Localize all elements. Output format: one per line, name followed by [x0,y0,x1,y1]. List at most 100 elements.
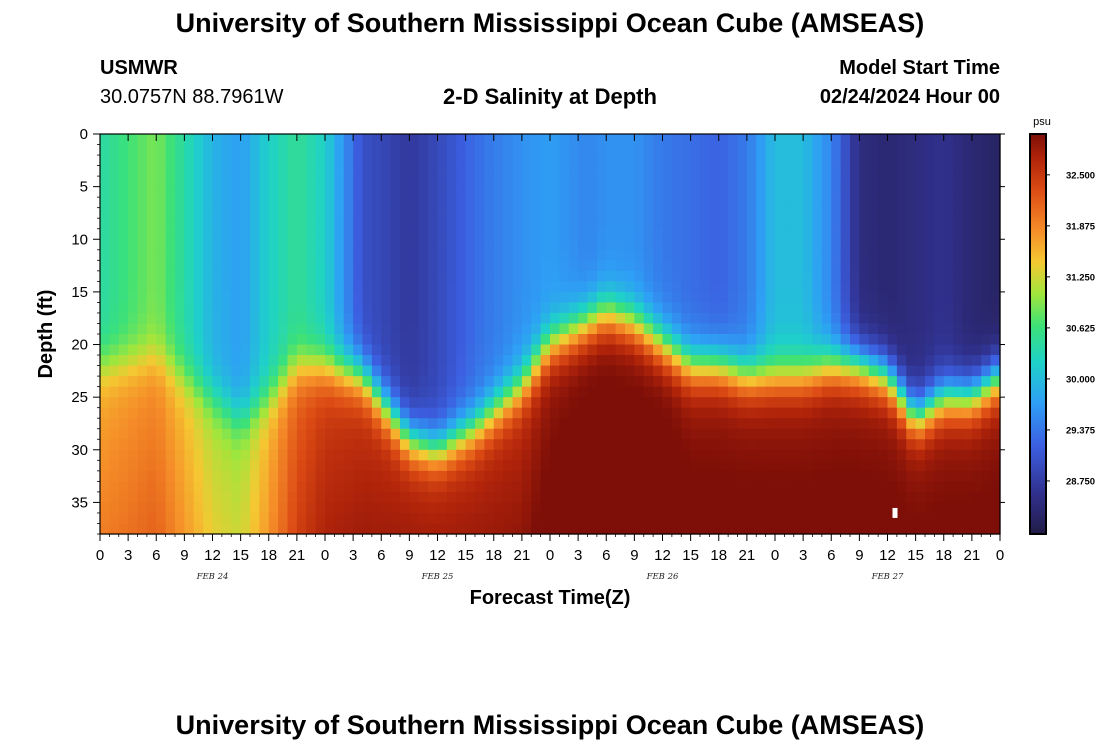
heatmap-cell [990,176,1001,188]
heatmap-cell [643,197,654,209]
heatmap-cell [971,523,982,535]
heatmap-cell [400,449,410,461]
heatmap-cell [428,355,439,367]
heatmap-cell [212,397,223,409]
heatmap-cell [484,134,495,146]
heatmap-cell [175,312,185,325]
heatmap-cell [268,365,279,377]
heatmap-cell [362,439,373,451]
heatmap-cell [606,470,617,482]
heatmap-cell [184,134,195,146]
heatmap-cell [118,418,129,430]
heatmap-cell [896,260,907,272]
heatmap-cell [512,165,523,177]
heatmap-cell [231,397,242,409]
heatmap-cell [493,186,504,198]
heatmap-cell [690,197,701,209]
heatmap-cell [793,134,804,146]
heatmap-cell [493,491,504,504]
heatmap-cell [596,291,607,304]
heatmap-cell [428,239,439,251]
heatmap-cell [859,155,870,167]
heatmap-cell [859,470,870,482]
heatmap-cell [100,334,110,346]
heatmap-cell [559,228,570,240]
heatmap-cell [981,312,992,325]
heatmap-cell [381,176,392,188]
heatmap-cell [943,134,954,146]
heatmap-cell [296,407,307,419]
heatmap-cell [418,218,429,230]
heatmap-cell [606,281,617,293]
heatmap-cell [325,512,335,525]
heatmap-cell [409,491,420,504]
heatmap-cell [578,165,589,177]
heatmap-cell [596,186,607,198]
heatmap-cell [625,218,635,230]
heatmap-cell [221,323,232,335]
heatmap-cell [278,376,289,388]
heatmap-cell [690,270,701,282]
heatmap-cell [896,249,907,261]
heatmap-cell [896,155,907,167]
plot-title: 2-D Salinity at Depth [443,84,657,109]
heatmap-cell [390,239,401,251]
heatmap-cell [878,523,889,535]
heatmap-cell [400,523,410,535]
heatmap-cell [306,397,317,409]
heatmap-cell [559,491,570,504]
heatmap-cell [240,512,251,525]
heatmap-cell [925,523,935,535]
heatmap-cell [221,344,232,356]
heatmap-cell [643,407,654,419]
heatmap-cell [175,439,185,451]
heatmap-cell [475,491,485,504]
heatmap-cell [625,176,635,188]
heatmap-cell [784,134,795,146]
heatmap-cell [821,418,832,430]
heatmap-cell [259,523,270,535]
heatmap-cell [268,481,279,493]
heatmap-cell [128,291,139,304]
heatmap-cell [156,155,167,167]
y-tick-label: 10 [71,231,88,248]
heatmap-cell [981,155,992,167]
heatmap-cell [812,218,823,230]
heatmap-cell [653,197,664,209]
heatmap-cell [362,134,373,146]
heatmap-cell [671,428,682,440]
heatmap-cell [409,439,420,451]
heatmap-cell [203,386,214,398]
heatmap-cell [981,197,992,209]
heatmap-cell [784,260,795,272]
heatmap-cell [175,144,185,156]
heatmap-cell [793,155,804,167]
heatmap-cell [193,376,204,388]
heatmap-cell [446,134,457,146]
heatmap-cell [512,323,523,335]
heatmap-cell [690,397,701,409]
heatmap-cell [315,302,326,314]
heatmap-cell [840,218,851,230]
heatmap-cell [878,428,889,440]
heatmap-cell [175,270,185,282]
heatmap-cell [212,207,223,219]
heatmap-cell [934,281,945,293]
heatmap-cell [315,512,326,525]
heatmap-cell [596,386,607,398]
heatmap-cell [831,260,842,272]
heatmap-cell [184,176,195,188]
heatmap-cell [615,460,626,472]
heatmap-cell [278,365,289,377]
heatmap-cell [934,481,945,493]
heatmap-cell [681,355,692,367]
heatmap-cell [353,502,364,514]
heatmap-cell [371,144,382,156]
heatmap-cell [325,165,335,177]
heatmap-cell [100,270,110,282]
heatmap-cell [353,218,364,230]
heatmap-cell [775,302,785,314]
heatmap-cell [568,460,579,472]
heatmap-cell [137,312,148,325]
heatmap-cell [728,439,739,451]
